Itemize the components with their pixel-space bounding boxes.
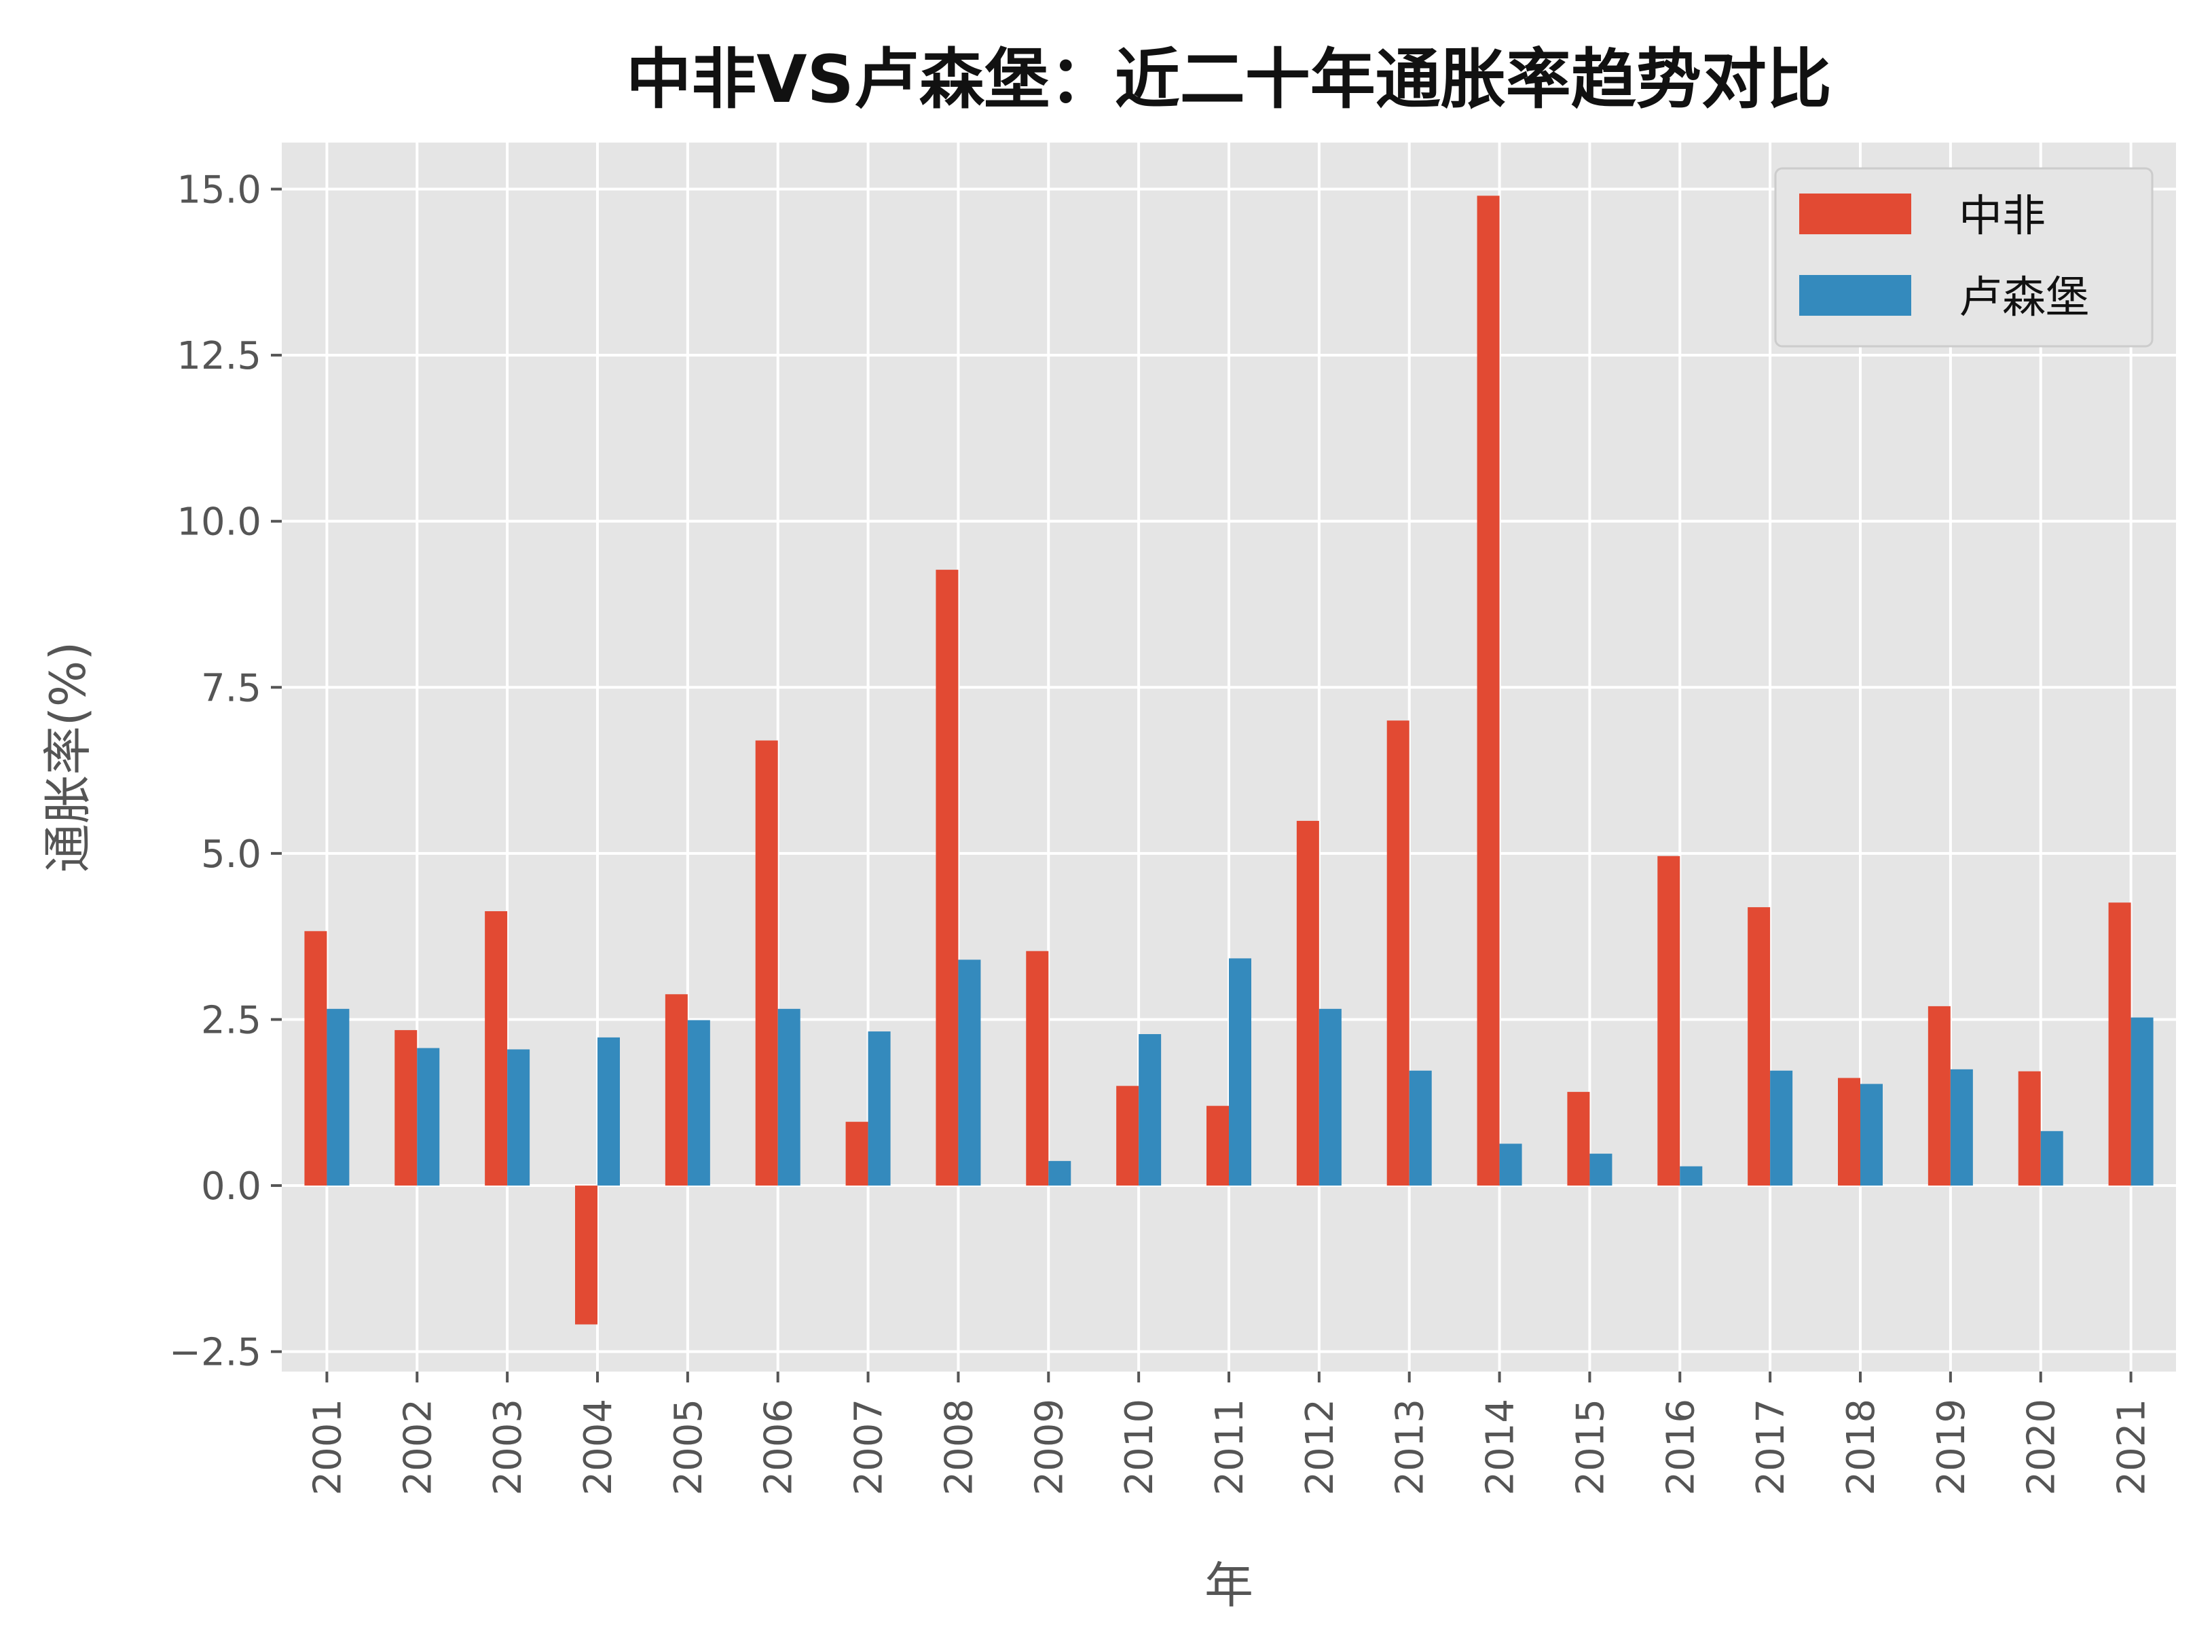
- x-tick-label: 2012: [1298, 1399, 1342, 1496]
- bar-luxembourg: [1229, 958, 1251, 1186]
- x-tick-label: 2001: [306, 1399, 350, 1496]
- bar-zhongfei: [575, 1186, 597, 1325]
- bar-luxembourg: [1048, 1160, 1071, 1186]
- legend: 中非 卢森堡: [1774, 167, 2154, 348]
- bar-zhongfei: [755, 740, 778, 1186]
- bar-luxembourg: [1409, 1070, 1432, 1186]
- bar-zhongfei: [1477, 196, 1500, 1186]
- bar-zhongfei: [1026, 951, 1049, 1186]
- x-tick-label: 2004: [576, 1399, 621, 1496]
- x-tick-label: 2002: [396, 1399, 440, 1496]
- x-tick-label: 2003: [486, 1399, 530, 1496]
- bar-zhongfei: [1116, 1086, 1139, 1186]
- y-tick-label: 12.5: [177, 334, 261, 378]
- legend-label-luxembourg: 卢森堡: [1959, 273, 2089, 323]
- bar-luxembourg: [958, 959, 981, 1186]
- y-tick-label: 10.0: [177, 500, 261, 545]
- bar-luxembourg: [507, 1049, 530, 1186]
- y-tick-label: 15.0: [177, 168, 261, 212]
- bar-luxembourg: [687, 1020, 710, 1186]
- x-tick-label: 2009: [1027, 1399, 1071, 1496]
- bar-luxembourg: [417, 1048, 440, 1186]
- bar-luxembourg: [1589, 1154, 1612, 1186]
- bar-zhongfei: [1657, 856, 1680, 1186]
- x-tick-label: 2011: [1208, 1399, 1252, 1496]
- bar-zhongfei: [485, 911, 508, 1186]
- bar-zhongfei: [1928, 1006, 1951, 1186]
- bar-luxembourg: [597, 1037, 620, 1186]
- legend-swatch-zhongfei: [1799, 194, 1911, 234]
- bar-luxembourg: [2131, 1017, 2154, 1186]
- bar-zhongfei: [845, 1122, 868, 1186]
- legend-swatch-luxembourg: [1799, 275, 1911, 316]
- bars: [304, 196, 2154, 1325]
- bar-zhongfei: [2018, 1071, 2041, 1186]
- bar-luxembourg: [1770, 1070, 1793, 1186]
- axes: −2.5 0.0 2.5 5.0 7.5 10.0 12.5 15.0 2001 2002 2003…: [169, 168, 2154, 1495]
- x-tick-label: 2008: [937, 1399, 981, 1496]
- x-tick-label: 2019: [1930, 1399, 1974, 1496]
- x-tick-label: 2010: [1118, 1399, 1162, 1496]
- bar-luxembourg: [1319, 1008, 1342, 1186]
- bar-zhongfei: [1206, 1105, 1229, 1186]
- x-tick-label: 2017: [1749, 1399, 1793, 1496]
- y-tick-label: 2.5: [201, 998, 261, 1042]
- chart-title: 中非VS卢森堡：近二十年通胀率趋势对比: [626, 41, 1831, 117]
- legend-label-zhongfei: 中非: [1959, 191, 2046, 242]
- bar-zhongfei: [936, 570, 959, 1186]
- bar-zhongfei: [1567, 1092, 1590, 1186]
- bar-zhongfei: [1748, 907, 1771, 1186]
- x-axis-label: 年: [1204, 1557, 1253, 1614]
- bar-zhongfei: [394, 1030, 418, 1186]
- x-tick-label: 2016: [1659, 1399, 1703, 1496]
- bar-luxembourg: [1860, 1084, 1883, 1186]
- x-tick-label: 2014: [1479, 1399, 1523, 1496]
- x-tick-label: 2005: [667, 1399, 711, 1496]
- x-tick-label: 2006: [757, 1399, 801, 1496]
- bar-luxembourg: [868, 1031, 891, 1186]
- bar-luxembourg: [2040, 1131, 2063, 1186]
- bar-luxembourg: [777, 1008, 800, 1186]
- y-axis-label: 通胀率(%): [39, 642, 96, 873]
- x-tick-label: 2021: [2110, 1399, 2154, 1496]
- bar-luxembourg: [1950, 1069, 1973, 1186]
- bar-luxembourg: [327, 1008, 350, 1186]
- y-tick-label: −2.5: [169, 1331, 261, 1375]
- bar-luxembourg: [1139, 1033, 1162, 1186]
- y-tick-label: 0.0: [201, 1164, 261, 1209]
- bar-zhongfei: [1296, 820, 1319, 1186]
- x-tick-label: 2018: [1839, 1399, 1883, 1496]
- x-tick-label: 2020: [2020, 1399, 2064, 1496]
- x-tick-label: 2015: [1568, 1399, 1612, 1496]
- x-tick-label: 2007: [847, 1399, 891, 1496]
- bar-zhongfei: [1838, 1078, 1860, 1186]
- bar-luxembourg: [1499, 1143, 1522, 1186]
- bar-zhongfei: [2108, 902, 2131, 1186]
- bar-luxembourg: [1680, 1166, 1703, 1186]
- y-tick-label: 5.0: [201, 832, 261, 877]
- y-tick-label: 7.5: [201, 666, 261, 710]
- bar-zhongfei: [665, 994, 688, 1186]
- x-tick-label: 2013: [1388, 1399, 1433, 1496]
- bar-zhongfei: [1386, 720, 1409, 1186]
- bar-zhongfei: [304, 931, 327, 1186]
